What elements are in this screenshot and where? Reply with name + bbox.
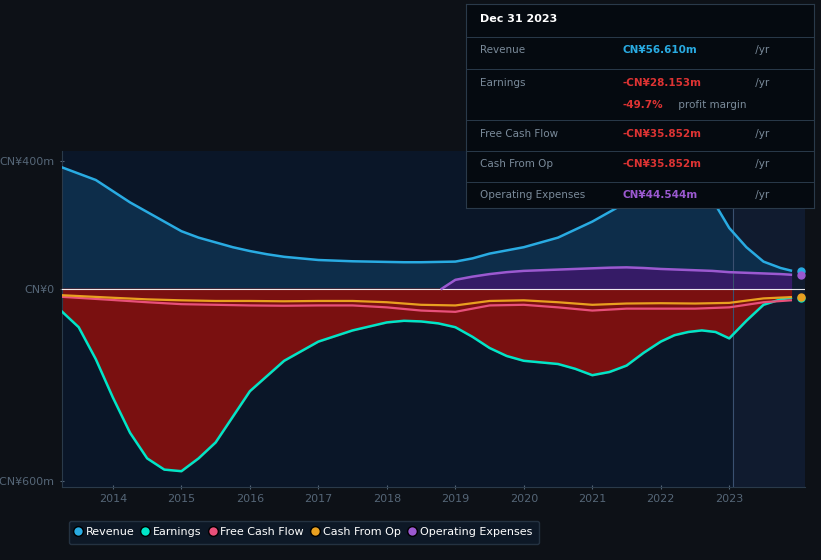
Text: profit margin: profit margin: [675, 100, 746, 110]
Text: /yr: /yr: [752, 45, 769, 55]
Text: -CN¥35.852m: -CN¥35.852m: [623, 129, 702, 139]
Text: CN¥56.610m: CN¥56.610m: [623, 45, 698, 55]
Text: /yr: /yr: [752, 159, 769, 169]
Text: /yr: /yr: [752, 129, 769, 139]
Text: Free Cash Flow: Free Cash Flow: [480, 129, 558, 139]
Text: Cash From Op: Cash From Op: [480, 159, 553, 169]
Text: -CN¥35.852m: -CN¥35.852m: [623, 159, 702, 169]
Text: /yr: /yr: [752, 77, 769, 87]
Text: -CN¥28.153m: -CN¥28.153m: [623, 77, 702, 87]
Text: Earnings: Earnings: [480, 77, 525, 87]
Text: Operating Expenses: Operating Expenses: [480, 190, 585, 200]
Bar: [732, 151, 805, 487]
Text: -49.7%: -49.7%: [623, 100, 663, 110]
Legend: Revenue, Earnings, Free Cash Flow, Cash From Op, Operating Expenses: Revenue, Earnings, Free Cash Flow, Cash …: [69, 521, 539, 544]
Text: /yr: /yr: [752, 190, 769, 200]
Text: Dec 31 2023: Dec 31 2023: [480, 14, 557, 24]
Text: CN¥44.544m: CN¥44.544m: [623, 190, 698, 200]
Text: Revenue: Revenue: [480, 45, 525, 55]
